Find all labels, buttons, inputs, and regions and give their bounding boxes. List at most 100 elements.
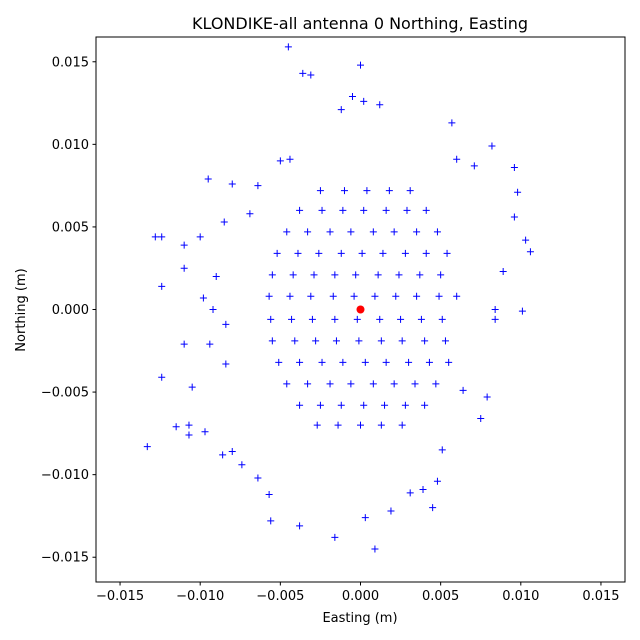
- point: [307, 292, 315, 300]
- point: [425, 358, 433, 366]
- point: [299, 69, 307, 77]
- point: [441, 337, 449, 345]
- point: [273, 249, 281, 257]
- y-tick-label: 0.005: [52, 220, 89, 235]
- point: [406, 187, 414, 195]
- point: [267, 517, 275, 525]
- point: [369, 228, 377, 236]
- point: [398, 421, 406, 429]
- point: [401, 249, 409, 257]
- point: [158, 233, 166, 241]
- y-axis-label: Northing (m): [14, 268, 29, 351]
- x-tick-label: −0.005: [256, 589, 304, 604]
- point: [337, 106, 345, 114]
- point: [429, 504, 437, 512]
- point: [313, 421, 321, 429]
- point: [220, 218, 228, 226]
- point: [448, 119, 456, 127]
- point: [360, 97, 368, 105]
- point: [219, 451, 227, 459]
- point: [470, 162, 478, 170]
- point: [377, 337, 385, 345]
- point: [337, 249, 345, 257]
- y-tick-label: −0.005: [41, 386, 89, 401]
- point: [419, 486, 427, 494]
- point: [347, 380, 355, 388]
- point: [413, 292, 421, 300]
- point: [356, 305, 365, 314]
- point: [405, 358, 413, 366]
- point: [246, 210, 254, 218]
- point: [514, 188, 522, 196]
- point: [196, 233, 204, 241]
- point: [180, 340, 188, 348]
- point: [337, 401, 345, 409]
- point: [275, 358, 283, 366]
- point: [491, 306, 499, 313]
- point: [369, 380, 377, 388]
- point: [395, 271, 403, 279]
- point: [158, 282, 166, 290]
- chart-title: KLONDIKE-all antenna 0 Northing, Easting: [192, 14, 528, 33]
- point: [358, 249, 366, 257]
- point: [204, 175, 212, 183]
- point: [304, 228, 312, 236]
- x-tick-label: 0.015: [582, 589, 619, 604]
- point: [522, 236, 530, 244]
- point: [397, 315, 405, 323]
- point: [180, 264, 188, 272]
- point: [172, 423, 180, 431]
- point: [491, 315, 499, 323]
- point: [453, 292, 461, 300]
- point: [283, 380, 291, 388]
- point: [416, 271, 424, 279]
- point: [265, 490, 273, 498]
- point: [291, 337, 299, 345]
- point: [307, 71, 315, 79]
- point: [331, 271, 339, 279]
- point: [222, 320, 230, 328]
- point: [438, 315, 446, 323]
- point: [228, 448, 236, 456]
- point: [318, 358, 326, 366]
- point: [228, 180, 236, 188]
- point: [286, 155, 294, 163]
- point: [143, 443, 151, 451]
- point: [411, 380, 419, 388]
- y-tick-label: −0.010: [41, 468, 89, 483]
- point: [422, 206, 430, 214]
- point: [443, 249, 451, 257]
- point: [355, 337, 363, 345]
- point: [288, 315, 296, 323]
- point: [381, 401, 389, 409]
- point: [340, 187, 348, 195]
- x-tick-label: −0.010: [176, 589, 224, 604]
- point: [499, 268, 507, 276]
- point: [376, 315, 384, 323]
- point: [401, 401, 409, 409]
- point: [361, 514, 369, 522]
- point: [180, 241, 188, 249]
- point: [459, 386, 467, 394]
- point: [445, 358, 453, 366]
- point: [352, 271, 360, 279]
- x-tick-label: 0.010: [502, 589, 539, 604]
- point: [316, 187, 324, 195]
- point: [185, 421, 193, 429]
- point: [318, 206, 326, 214]
- point: [382, 358, 390, 366]
- point: [158, 373, 166, 381]
- point: [286, 292, 294, 300]
- point: [308, 315, 316, 323]
- point: [296, 358, 304, 366]
- point: [206, 340, 214, 348]
- point: [406, 489, 414, 497]
- point: [376, 101, 384, 109]
- point: [209, 306, 217, 313]
- point: [374, 271, 382, 279]
- point: [268, 337, 276, 345]
- point: [310, 271, 318, 279]
- point: [339, 206, 347, 214]
